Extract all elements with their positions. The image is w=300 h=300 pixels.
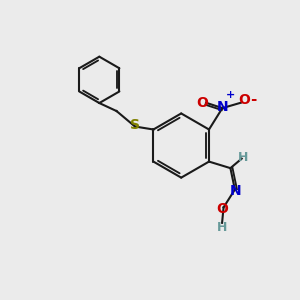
Text: O: O (238, 93, 250, 107)
Text: H: H (217, 221, 227, 234)
Text: -: - (250, 92, 256, 107)
Text: O: O (196, 96, 208, 110)
Text: N: N (217, 100, 228, 114)
Text: S: S (130, 118, 140, 132)
Text: O: O (216, 202, 228, 216)
Text: N: N (230, 184, 241, 198)
Text: +: + (226, 90, 235, 100)
Text: H: H (238, 151, 248, 164)
